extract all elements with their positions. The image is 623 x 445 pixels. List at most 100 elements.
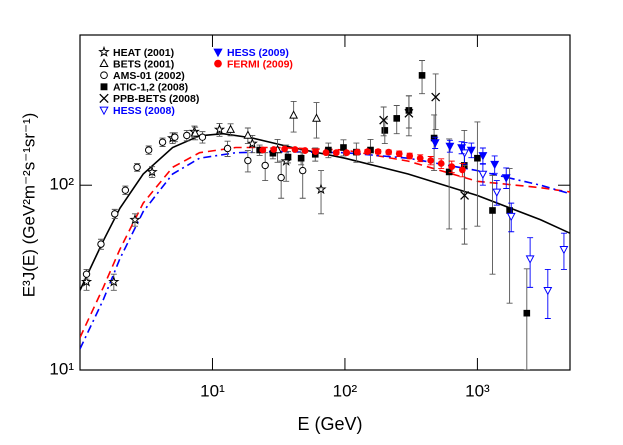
data-point [353, 148, 361, 156]
error-bar [405, 95, 412, 137]
data-point [246, 137, 258, 149]
legend-marker [98, 45, 110, 57]
legend-label: HEAT (2001) [113, 47, 174, 59]
plot-area [80, 60, 570, 370]
legend-marker [99, 106, 109, 116]
data-point [416, 154, 424, 162]
data-point [111, 210, 119, 218]
data-point [213, 123, 226, 135]
data-point [223, 144, 232, 153]
legend-marker [214, 59, 222, 68]
y-tick-label: 10² [49, 175, 74, 194]
data-point [291, 146, 299, 153]
data-point [474, 154, 481, 162]
data-point [158, 138, 167, 146]
data-point [385, 148, 393, 156]
data-point [460, 191, 470, 200]
error-bar [380, 106, 387, 137]
data-point [343, 149, 351, 157]
data-point [244, 156, 252, 165]
data-point [427, 157, 435, 164]
legend-marker [99, 93, 109, 104]
data-point [525, 255, 535, 264]
data-point [243, 130, 253, 139]
data-point [144, 146, 153, 154]
error-bar [489, 174, 496, 275]
data-point [82, 270, 91, 278]
data-point [299, 166, 307, 175]
data-point [129, 213, 141, 225]
data-point [395, 150, 403, 158]
data-point [312, 148, 319, 155]
data-point [381, 127, 389, 134]
model-curve [80, 132, 570, 291]
data-point [146, 165, 158, 177]
data-point [543, 287, 553, 296]
data-point [374, 148, 382, 155]
data-point [301, 147, 309, 154]
data-point [379, 115, 389, 125]
data-point [478, 170, 488, 180]
data-point [478, 152, 488, 161]
data-point [393, 115, 401, 122]
data-point [171, 133, 179, 141]
error-bar [523, 268, 530, 370]
data-point [404, 108, 414, 118]
data-point [418, 72, 426, 79]
data-point [332, 149, 340, 157]
data-point [448, 163, 456, 171]
data-point [277, 173, 285, 182]
legend-label: HESS (2009) [227, 47, 289, 59]
data-point [501, 174, 511, 183]
model-curve [80, 146, 570, 338]
error-bar [432, 73, 439, 131]
data-point [523, 309, 531, 317]
data-point [289, 110, 299, 119]
data-point [284, 153, 292, 161]
legend-label: HESS (2008) [113, 105, 175, 117]
x-axis-label: E (GeV) [297, 414, 362, 434]
legend-marker [99, 58, 109, 67]
data-point [108, 275, 120, 287]
data-point [340, 144, 347, 151]
data-point [559, 246, 569, 255]
y-tick-label: 10¹ [49, 359, 74, 378]
error-bar [474, 121, 481, 227]
data-point [466, 146, 476, 156]
data-point [460, 149, 470, 158]
data-point [261, 161, 269, 170]
data-point [198, 133, 207, 141]
data-point [281, 145, 288, 153]
data-point [312, 113, 321, 122]
data-point [458, 166, 466, 174]
data-point [490, 160, 500, 170]
data-point [489, 207, 496, 214]
data-point [97, 240, 105, 248]
data-point [270, 146, 278, 153]
data-point [259, 146, 267, 154]
data-point [431, 92, 441, 102]
data-point [190, 128, 200, 137]
legend-label: ATIC-1,2 (2008) [113, 82, 188, 94]
data-point [121, 186, 130, 194]
data-point [457, 144, 467, 153]
data-point [80, 275, 93, 287]
data-point [183, 131, 191, 140]
plot-frame [79, 34, 571, 371]
legend-label: BETS (2001) [113, 58, 174, 70]
error-bar [446, 138, 453, 230]
legend-label: PPB-BETS (2008) [113, 93, 199, 105]
data-point [445, 142, 455, 152]
data-point [506, 212, 516, 222]
legend-label: AMS-01 (2002) [113, 70, 185, 82]
error-bar [506, 168, 513, 304]
data-point [406, 152, 414, 160]
legend-marker [100, 71, 108, 80]
data-point [364, 148, 371, 155]
y-axis-label: E³J(E) (GeV²m⁻²s⁻¹sr⁻¹) [19, 113, 38, 298]
error-bar [318, 170, 325, 215]
x-tick-label: 10² [333, 381, 358, 400]
data-point [430, 139, 440, 148]
